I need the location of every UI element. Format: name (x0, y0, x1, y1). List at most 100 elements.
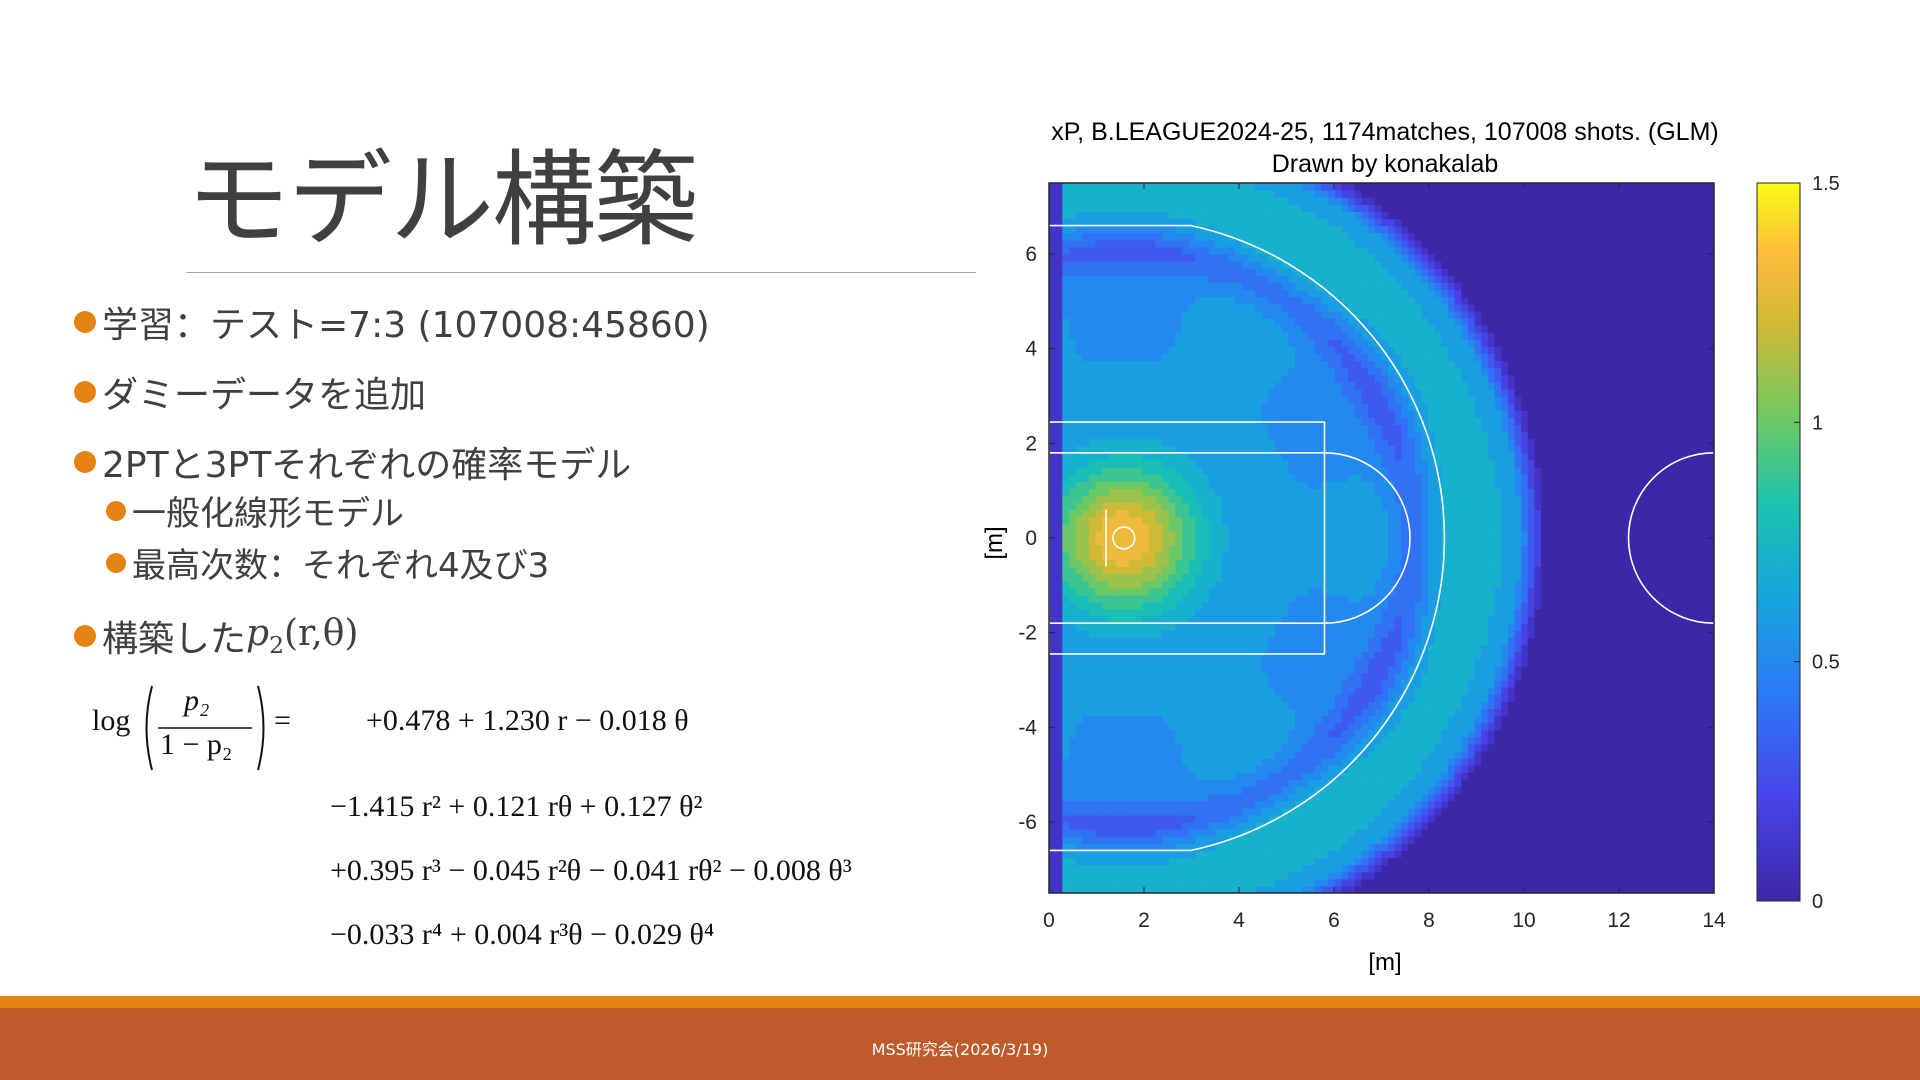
heat-cell (1368, 587, 1376, 596)
heat-cell (1341, 310, 1349, 319)
heat-cell (1315, 687, 1323, 695)
heat-cell (1115, 417, 1123, 425)
heat-cell (1122, 836, 1130, 844)
heat-cell (1334, 225, 1343, 234)
heat-cell (1308, 701, 1316, 709)
heat-cell (1115, 431, 1123, 440)
heat-cell (1215, 360, 1223, 369)
heat-cell (1082, 772, 1090, 780)
heat-cell (1374, 538, 1382, 546)
heat-cell (1069, 261, 1077, 269)
heat-cell (1315, 722, 1323, 731)
heat-cell (1195, 793, 1203, 802)
heat-cell (1182, 878, 1190, 887)
heat-cell (1168, 367, 1176, 376)
heat-cell (1275, 701, 1283, 709)
heat-cell (1368, 310, 1376, 319)
heat-cell (1235, 743, 1243, 752)
heat-cell (1261, 239, 1269, 248)
heat-cell (1235, 559, 1243, 567)
heat-cell (1162, 509, 1170, 518)
heat-cell (1182, 793, 1190, 802)
heat-cell (1135, 381, 1143, 390)
heat-cell (1102, 587, 1110, 596)
heat-cell (1235, 523, 1243, 532)
heat-cell (1168, 403, 1176, 411)
heat-cell (1261, 566, 1269, 575)
heat-cell (1102, 843, 1110, 851)
heat-cell (1348, 388, 1356, 397)
heat-cell (1268, 388, 1276, 397)
heat-cell (1088, 218, 1097, 227)
heat-cell (1108, 538, 1117, 546)
heat-cell (1208, 374, 1216, 383)
heat-cell (1195, 467, 1203, 475)
heat-cell (1361, 722, 1369, 731)
heat-cell (1175, 864, 1183, 873)
heat-cell (1241, 609, 1250, 617)
heat-cell (1128, 261, 1137, 269)
heat-cell (1281, 438, 1289, 447)
heat-cell (1221, 857, 1230, 866)
heat-cell (1195, 410, 1203, 418)
heat-cell (1348, 332, 1356, 340)
heat-cell (1195, 822, 1203, 830)
heat-cell (1348, 751, 1356, 759)
heat-cell (1321, 800, 1329, 809)
heat-cell (1328, 530, 1336, 539)
heat-cell (1055, 701, 1063, 709)
heat-cell (1075, 715, 1083, 724)
heat-cell (1221, 559, 1230, 567)
heat-cell (1088, 736, 1097, 745)
heat-cell (1088, 743, 1097, 752)
heat-cell (1215, 339, 1223, 347)
heat-cell (1082, 388, 1090, 397)
heat-cell (1135, 843, 1143, 851)
heat-cell (1135, 197, 1143, 205)
heat-cell (1334, 694, 1343, 702)
heat-cell (1115, 779, 1123, 788)
heat-cell (1228, 353, 1236, 362)
heat-cell (1115, 609, 1123, 617)
heat-cell (1175, 786, 1183, 795)
heat-cell (1135, 864, 1143, 873)
heat-cell (1268, 296, 1276, 305)
heat-cell (1049, 438, 1057, 447)
heat-cell (1275, 317, 1283, 326)
heat-cell (1108, 282, 1117, 291)
heat-cell (1354, 822, 1363, 830)
heat-cell (1255, 275, 1263, 283)
heat-cell (1308, 502, 1316, 511)
heat-cell (1354, 680, 1363, 688)
heat-cell (1135, 275, 1143, 283)
heat-cell (1095, 325, 1103, 333)
heat-cell (1182, 538, 1190, 546)
heat-cell (1215, 772, 1223, 780)
bullet-text: 最高次数：それぞれ4及び3 (132, 546, 550, 586)
heat-cell (1168, 310, 1176, 319)
heat-cell (1221, 822, 1230, 830)
heat-cell (1348, 687, 1356, 695)
heat-cell (1248, 609, 1256, 617)
heat-cell (1142, 864, 1150, 873)
heat-cell (1195, 587, 1203, 596)
heat-cell (1275, 779, 1283, 788)
heat-cell (1142, 459, 1150, 468)
heat-cell (1128, 758, 1137, 766)
heat-cell (1221, 317, 1230, 326)
heat-cell (1108, 829, 1117, 837)
heat-cell (1248, 885, 1256, 893)
heat-cell (1374, 438, 1382, 447)
heat-cell (1102, 609, 1110, 617)
heat-cell (1162, 701, 1170, 709)
heat-cell (1088, 523, 1097, 532)
heat-cell (1155, 857, 1163, 866)
heat-cell (1348, 658, 1356, 667)
heat-cell (1268, 566, 1276, 575)
heat-cell (1188, 552, 1196, 560)
heat-cell (1082, 332, 1090, 340)
heat-cell (1261, 339, 1269, 347)
heat-cell (1368, 871, 1376, 880)
heat-cell (1075, 594, 1083, 603)
heat-cell (1155, 644, 1163, 653)
